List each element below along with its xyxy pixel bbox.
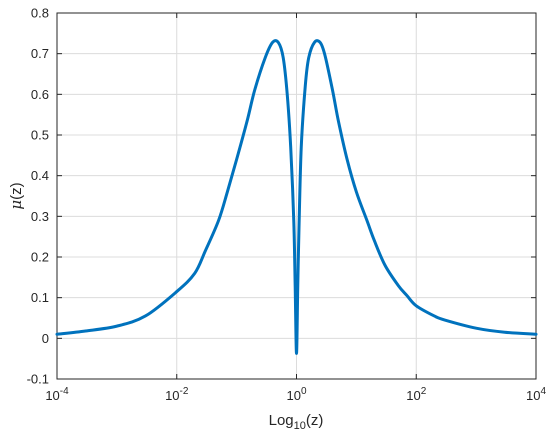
- x-axis-label-subscript: 10: [294, 420, 306, 432]
- x-axis-label-suffix: (z): [306, 412, 324, 429]
- x-tick-label: 104: [526, 386, 546, 403]
- x-axis-label: Log10(z): [269, 412, 324, 432]
- y-tick-label: 0.8: [31, 6, 49, 21]
- y-tick-label: 0.6: [31, 87, 49, 102]
- tick-marks: [56, 12, 537, 380]
- x-tick-label: 100: [286, 386, 306, 403]
- y-axis-label: μ(z): [7, 182, 25, 209]
- x-tick-label: 10-2: [165, 386, 189, 403]
- y-tick-labels: -0.1 0 0.1 0.2 0.3 0.4 0.5 0.6 0.7 0.8: [27, 6, 49, 387]
- y-tick-label: 0.4: [31, 168, 49, 183]
- y-tick-label: 0: [42, 331, 49, 346]
- x-tick-label: 102: [406, 386, 426, 403]
- y-tick-label: -0.1: [27, 372, 49, 387]
- y-tick-label: 0.5: [31, 128, 49, 143]
- y-tick-label: 0.2: [31, 250, 49, 265]
- x-axis-label-main: Log: [269, 412, 294, 429]
- y-axis-label-suffix: (z): [8, 182, 25, 200]
- series-line: [55, 39, 538, 355]
- y-axis-label-symbol: μ: [7, 200, 25, 210]
- y-tick-label: 0.7: [31, 46, 49, 61]
- y-tick-label: 0.1: [31, 290, 49, 305]
- y-tick-label: 0.3: [31, 209, 49, 224]
- x-tick-label: 10-4: [45, 386, 69, 403]
- x-tick-labels: 10-4 10-2 100 102 104: [45, 386, 546, 403]
